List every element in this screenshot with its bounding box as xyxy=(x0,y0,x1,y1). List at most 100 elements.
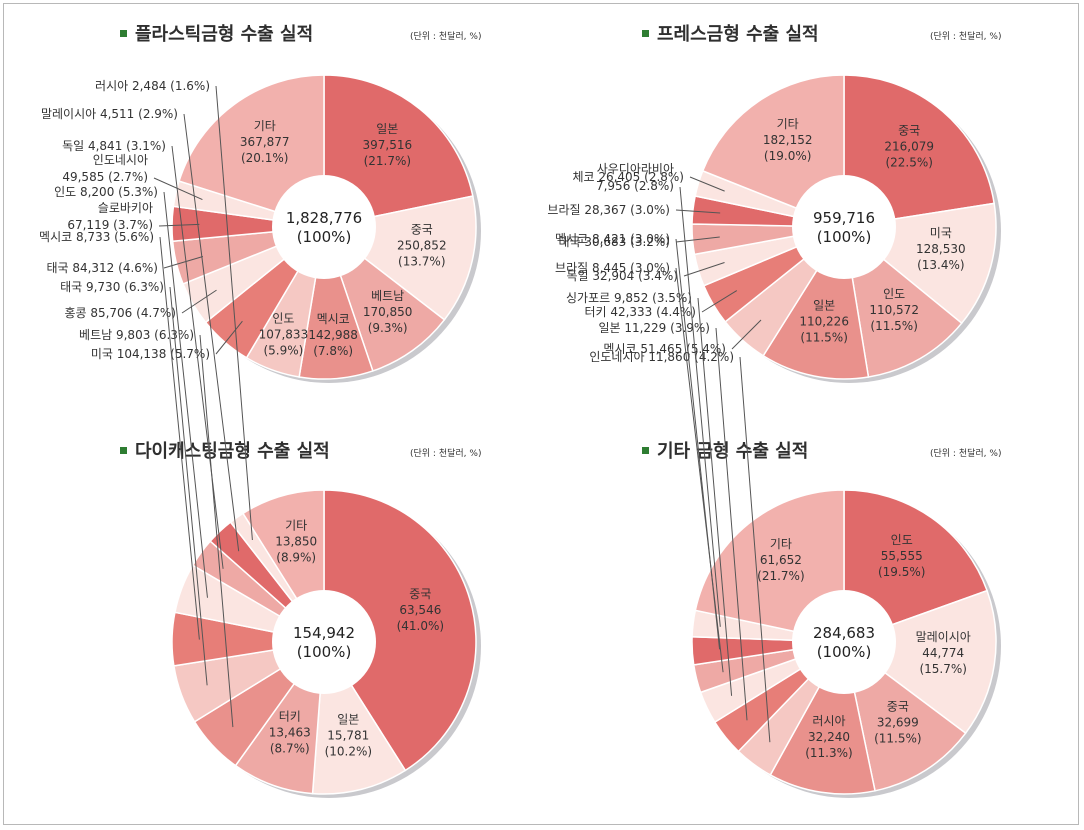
pie-chart-plastic-mold: 1,828,776(100%) 일본 397,516 (21.7%) 중국 250,852… xyxy=(46,74,481,383)
pie-center-hole xyxy=(792,175,896,279)
leader-line-9 xyxy=(215,85,253,541)
slice-label-6: 싱가포르 9,852 (3.5%) xyxy=(566,291,692,305)
slice-label-value-1: 15,781 xyxy=(327,728,369,742)
pie-center-hole xyxy=(272,590,376,694)
leader-line-6 xyxy=(697,297,733,696)
slice-label-9: 러시아 2,484 (1.6%) xyxy=(95,79,210,93)
slice-label-pct-2: (11.5%) xyxy=(874,732,921,746)
slice-label-value-10: 367,877 xyxy=(240,135,290,149)
pie-total-pct: (100%) xyxy=(817,643,872,661)
slice-label-name-2: 베트남 xyxy=(371,289,404,303)
pie-slice-0 xyxy=(843,74,996,228)
leader-line-9 xyxy=(689,176,725,192)
slice-label-4: 인도네시아 11,860 (4.2%) xyxy=(589,350,734,364)
unit-note: (단위 : 천달러, %) xyxy=(930,32,1002,42)
slice-label-pct-3: (7.8%) xyxy=(313,344,353,358)
slice-label-value-9: 7,956 (2.8%) xyxy=(596,179,674,193)
slice-label-pct-10: (21.7%) xyxy=(757,569,804,583)
slice-label-name-10: 기타 xyxy=(254,119,276,133)
slice-label-pct-1: (13.7%) xyxy=(398,254,445,268)
slice-label-value-10: 13,850 xyxy=(275,535,317,549)
unit-note: (단위 : 천달러, %) xyxy=(410,32,482,42)
slice-label-6: 인도 8,200 (5.3%) xyxy=(54,185,158,199)
slice-label-value-10: 61,652 xyxy=(760,553,802,567)
title-bullet-icon xyxy=(120,29,127,37)
slice-label-name-9: 인도네시아 xyxy=(93,153,148,167)
page-border xyxy=(3,3,1079,825)
slice-label-name-0: 인도 xyxy=(891,533,913,547)
slice-label-name-10: 기타 xyxy=(777,117,799,131)
leader-line-5 xyxy=(715,327,748,721)
slice-label-pct-2: (11.5%) xyxy=(870,319,917,333)
leader-line-4 xyxy=(731,319,762,350)
pie-slice-0 xyxy=(323,74,474,228)
leader-line-7 xyxy=(171,145,224,569)
slice-label-8: 멕시코 8,421 (3.0%) xyxy=(555,232,670,246)
slice-label-pct-10: (20.1%) xyxy=(241,151,288,165)
slice-label-name-1: 말레이시아 xyxy=(916,630,971,644)
slice-label-pct-0: (22.5%) xyxy=(885,156,932,170)
slice-label-5: 미국 104,138 (5.7%) xyxy=(91,347,210,361)
unit-note: (단위 : 천달러, %) xyxy=(930,449,1002,459)
slice-label-7: 태국 30,683 (3.2%) xyxy=(558,235,670,249)
slice-label-6: 독일 32,904 (3.4%) xyxy=(566,269,678,283)
pie-slice-0 xyxy=(843,489,989,644)
slice-label-name-3: 멕시코 xyxy=(317,312,350,326)
pie-total-pct: (100%) xyxy=(817,228,872,246)
slice-label-name-1: 미국 xyxy=(930,226,952,240)
slice-label-pct-3: (11.5%) xyxy=(800,330,847,344)
leader-line-8 xyxy=(158,223,200,227)
pie-slice-1 xyxy=(842,589,997,735)
slice-label-6: 홍콩 85,706 (4.7%) xyxy=(64,306,176,320)
unit-note: (단위 : 천달러, %) xyxy=(410,449,482,459)
title-bullet-icon xyxy=(642,446,649,454)
slice-label-value-0: 55,555 xyxy=(881,549,923,563)
slice-label-pct-1: (13.4%) xyxy=(917,258,964,272)
leader-line-5 xyxy=(215,320,243,355)
slice-label-pct-0: (21.7%) xyxy=(364,154,411,168)
slice-label-pct-2: (9.3%) xyxy=(368,321,408,335)
leader-line-3 xyxy=(199,334,234,728)
pie-chart-other-mold: 284,683(100%)인도55,555(19.5%)말레이시아44,774(… xyxy=(555,162,1001,798)
slice-label-value-1: 128,530 xyxy=(916,242,966,256)
panel-title: 플라스틱금형 수출 실적 xyxy=(120,20,313,46)
leader-line-6 xyxy=(181,289,217,314)
leader-line-5 xyxy=(159,236,200,640)
slice-label-name-2: 인도 xyxy=(883,287,905,301)
slice-label-pct-1: (15.7%) xyxy=(919,662,966,676)
leader-line-6 xyxy=(683,262,725,277)
slice-label-3: 베트남 9,803 (6.3%) xyxy=(79,328,194,342)
panel-diecasting-mold: 다이캐스팅금형 수출 실적 (단위 : 천달러, %) 154,942 (100%… xyxy=(0,79,520,815)
slice-label-value-2: 170,850 xyxy=(363,305,413,319)
slice-label-name-0: 중국 xyxy=(898,124,920,138)
pie-total-value: 959,716 xyxy=(813,209,875,227)
leader-line-7 xyxy=(675,236,720,243)
slice-label-value-10: 182,152 xyxy=(763,133,813,147)
pie-slice-10 xyxy=(694,489,845,643)
pie-slice-10 xyxy=(178,74,325,229)
pie-chart-diecasting-mold: 154,942(100%)중국63,546(41.0%)일본15,781(10.… xyxy=(39,79,481,798)
leader-line-5 xyxy=(701,290,738,313)
pie-total-pct: (100%) xyxy=(297,228,352,246)
panel-title-text: 기타 금형 수출 실적 xyxy=(657,441,809,462)
slice-label-name-10: 기타 xyxy=(770,537,792,551)
slice-label-name-0: 중국 xyxy=(409,587,431,601)
slice-label-value-1: 44,774 xyxy=(922,646,964,660)
leader-line-8 xyxy=(675,209,721,214)
pie-total-value: 1,828,776 xyxy=(286,209,362,227)
slice-label-value-1: 250,852 xyxy=(397,238,447,252)
pie-total-value: 284,683 xyxy=(813,624,875,642)
slice-label-pct-3: (11.3%) xyxy=(805,746,852,760)
slice-label-name-0: 일본 xyxy=(376,122,398,136)
pie-chart-press-mold: 959,716(100%) 중국 216,079 (22.5%) 미국 128,530 (1… xyxy=(547,74,1001,383)
slice-label-5: 멕시코 8,733 (5.6%) xyxy=(39,230,154,244)
slice-label-value-0: 63,546 xyxy=(399,603,441,617)
slice-label-name-8: 슬로바키아 xyxy=(98,201,153,215)
slice-label-name-1: 중국 xyxy=(411,222,433,236)
slice-label-name-3: 일본 xyxy=(813,298,835,312)
leader-line-8 xyxy=(183,113,240,552)
title-bullet-icon xyxy=(120,446,127,454)
panel-title: 다이캐스팅금형 수출 실적 xyxy=(120,437,330,463)
slice-label-7: 태국 84,312 (4.6%) xyxy=(46,261,158,275)
slice-label-name-9: 사우디아라비아 xyxy=(597,162,674,176)
